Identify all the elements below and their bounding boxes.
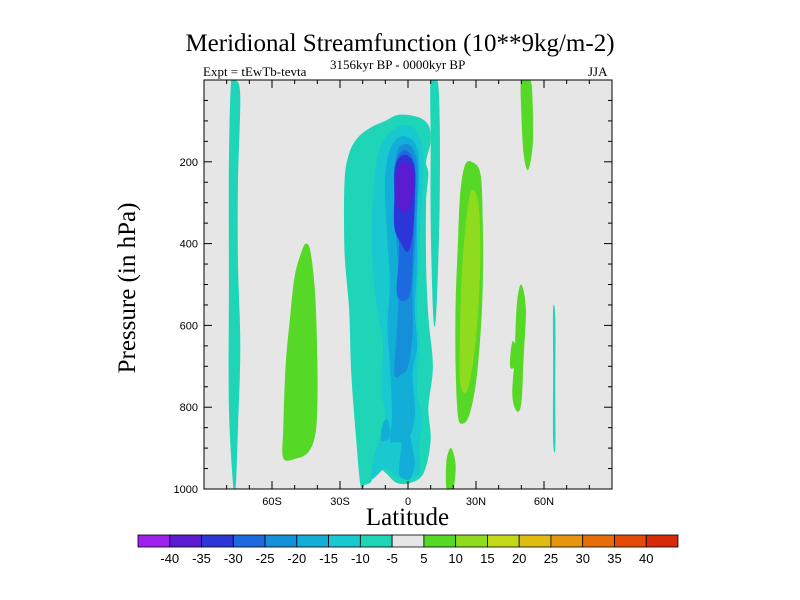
contour-region-green-sh-lower bbox=[282, 243, 318, 461]
colorbar-label: -15 bbox=[319, 551, 338, 566]
colorbar-swatch bbox=[518, 534, 552, 548]
colorbar-label: -10 bbox=[351, 551, 370, 566]
chart-title: Meridional Streamfunction (10**9kg/m-2) bbox=[185, 30, 615, 57]
colorbar-label: 10 bbox=[448, 551, 462, 566]
colorbar-label: 30 bbox=[575, 551, 589, 566]
contour-region-green-60n bbox=[512, 284, 526, 412]
x-tick-label: 0 bbox=[405, 496, 411, 508]
colorbar-label: -30 bbox=[224, 551, 243, 566]
y-tick-label: 400 bbox=[180, 239, 198, 251]
colorbar-swatch bbox=[487, 534, 520, 548]
colorbar-swatch bbox=[359, 534, 393, 548]
colorbar-label: -40 bbox=[160, 551, 179, 566]
contour-region-green-60n-bottom bbox=[509, 341, 517, 369]
colorbar-label: -5 bbox=[386, 551, 398, 566]
contour-region-lime-nh-middle bbox=[459, 189, 481, 393]
colorbar-swatch bbox=[328, 534, 361, 548]
contour-region-green-nh-upper bbox=[520, 80, 534, 171]
colorbar-label: -25 bbox=[256, 551, 275, 566]
colorbar-label: 25 bbox=[544, 551, 558, 566]
colorbar-label: 35 bbox=[607, 551, 621, 566]
y-tick-label: 600 bbox=[180, 320, 198, 332]
x-tick-label: 30S bbox=[330, 496, 350, 508]
colorbar-swatch bbox=[169, 534, 202, 548]
contour-fill-layer bbox=[228, 80, 556, 489]
contour-region-cyan-90S-band bbox=[228, 80, 241, 489]
y-tick-label: 800 bbox=[180, 402, 198, 414]
colorbar-swatch bbox=[455, 534, 488, 548]
x-axis-label: Latitude bbox=[365, 504, 450, 531]
colorbar-swatch bbox=[582, 534, 615, 548]
colorbar-swatch bbox=[645, 534, 679, 548]
x-tick-label: 30N bbox=[466, 496, 486, 508]
colorbar-label: -35 bbox=[192, 551, 211, 566]
contour-region-green-20n-lower bbox=[445, 448, 456, 489]
y-tick-label: 200 bbox=[180, 157, 198, 169]
colorbar-swatch bbox=[550, 534, 584, 548]
contour-region-lower-blue-1 bbox=[398, 425, 415, 481]
colorbar-swatch bbox=[264, 534, 298, 548]
contour-region-cyan-nh-edge bbox=[552, 304, 556, 453]
season-label: JJA bbox=[588, 64, 608, 79]
colorbar-swatch bbox=[201, 534, 234, 548]
colorbar-swatch bbox=[232, 534, 266, 548]
colorbar-label: 20 bbox=[512, 551, 526, 566]
colorbar-swatch bbox=[423, 534, 457, 548]
colorbar-label: 5 bbox=[420, 551, 427, 566]
contour-region-lower-blue-2 bbox=[380, 419, 390, 442]
colorbar-swatch bbox=[391, 534, 425, 548]
colorbar-swatch bbox=[614, 534, 647, 548]
x-tick-label: 60S bbox=[262, 496, 282, 508]
contour-region-purple bbox=[396, 161, 414, 213]
colorbar-swatch bbox=[137, 534, 171, 548]
experiment-label: Expt = tEwTb-tevta bbox=[203, 64, 307, 79]
colorbar-label: 40 bbox=[639, 551, 653, 566]
colorbar-swatch bbox=[296, 534, 329, 548]
x-tick-label: 60N bbox=[534, 496, 554, 508]
contour-region-cyan-upper-nh bbox=[430, 80, 440, 327]
y-tick-label: 1000 bbox=[174, 484, 198, 496]
time-range-label: 3156kyr BP - 0000kyr BP bbox=[330, 57, 466, 72]
colorbar-label: -20 bbox=[287, 551, 306, 566]
colorbar-label: 15 bbox=[480, 551, 494, 566]
